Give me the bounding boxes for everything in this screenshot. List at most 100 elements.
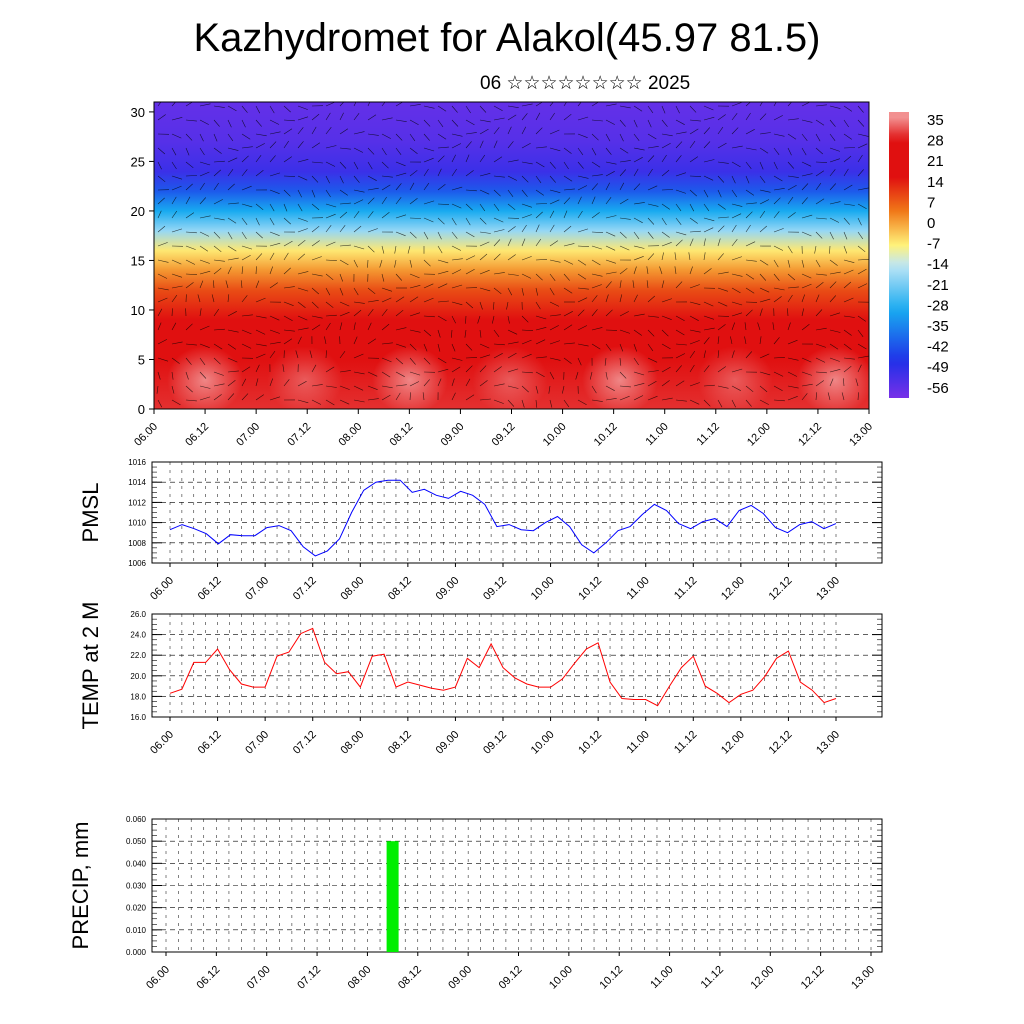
wind-barb — [815, 147, 823, 155]
wind-barb — [465, 255, 476, 261]
x-tick-label: 09.12 — [481, 729, 509, 757]
wind-barb — [605, 245, 616, 251]
wind-barb — [563, 243, 575, 247]
wind-barb — [493, 175, 505, 178]
wind-barb — [577, 175, 589, 179]
wind-barb — [185, 385, 193, 393]
wind-barb — [493, 383, 505, 387]
colorbar-label: 0 — [927, 215, 935, 232]
wind-barb — [744, 336, 747, 345]
wind-barb — [381, 161, 389, 169]
wind-barb — [311, 273, 323, 277]
wind-barb — [801, 273, 812, 279]
wind-barb — [367, 371, 378, 377]
wind-barb — [507, 329, 518, 335]
y-tick-label: 22.0 — [130, 651, 146, 660]
wind-barb — [507, 114, 517, 121]
wind-barb — [297, 327, 309, 331]
wind-barb — [423, 119, 431, 127]
wind-barb — [311, 399, 322, 405]
wind-barb — [297, 127, 304, 135]
wind-barb — [745, 147, 757, 151]
wind-barb — [213, 199, 223, 205]
wind-barb — [647, 155, 655, 163]
wind-barb — [535, 224, 540, 233]
x-tick-label: 09.12 — [490, 421, 518, 449]
y-tick-label: 0 — [138, 402, 145, 417]
wind-barb — [647, 329, 655, 337]
wind-barb — [213, 394, 222, 401]
wind-barb — [815, 182, 822, 191]
wind-barb — [548, 385, 551, 394]
wind-barb — [339, 175, 344, 184]
wind-barb — [395, 309, 404, 317]
wind-barb — [857, 329, 864, 337]
wind-barb — [843, 245, 848, 254]
wind-barb — [815, 392, 817, 401]
wind-barb — [759, 189, 771, 193]
wind-barb — [381, 196, 387, 205]
wind-barb — [689, 238, 694, 247]
wind-barb — [549, 189, 561, 193]
wind-barb — [269, 252, 275, 261]
wind-barb — [843, 259, 855, 263]
wind-barb — [211, 294, 215, 303]
wind-barb — [633, 329, 642, 336]
wind-barb — [703, 268, 712, 275]
wind-barb — [395, 147, 402, 155]
wind-barb — [591, 133, 599, 141]
wind-barb — [703, 301, 714, 307]
wind-barb — [829, 329, 841, 333]
wind-barb — [717, 301, 728, 307]
wind-barb — [801, 173, 813, 177]
wind-barb — [269, 189, 280, 194]
wind-barb — [591, 309, 598, 317]
wind-barb — [199, 103, 211, 107]
wind-barb — [535, 327, 547, 331]
wind-barb — [451, 301, 463, 306]
wind-barb — [703, 105, 714, 111]
x-tick-label: 07.12 — [285, 421, 313, 449]
y-tick-label: 0.000 — [126, 948, 147, 957]
wind-barb — [199, 133, 204, 142]
wind-barb — [451, 357, 463, 361]
wind-barb — [563, 399, 570, 408]
wind-barb — [549, 371, 555, 380]
wind-barb — [507, 287, 513, 296]
wind-barb — [171, 133, 182, 139]
x-tick-label: 12.12 — [767, 575, 795, 603]
wind-barb — [199, 357, 206, 366]
wind-barb — [659, 266, 663, 275]
wind-barb — [633, 245, 645, 249]
wind-barb — [633, 371, 645, 376]
wind-barb — [787, 371, 798, 377]
colorbar-fill — [889, 112, 909, 398]
wind-barb — [395, 384, 407, 387]
pmsl-panel: 1006 1008 1010 1012 1014 1016 06.00 06.12 07.00 0… — [78, 458, 883, 603]
wind-barb — [199, 270, 211, 275]
wind-barb — [605, 343, 612, 351]
wind-barb — [227, 202, 239, 205]
wind-barb — [325, 213, 336, 219]
wind-barb — [479, 380, 488, 387]
wind-barb — [297, 203, 303, 212]
wind-barb — [367, 287, 376, 295]
wind-barb — [535, 339, 546, 345]
wind-barb — [591, 295, 598, 303]
wind-barb — [605, 197, 612, 205]
y-tick-label: 30 — [131, 105, 145, 120]
wind-barb — [577, 147, 584, 156]
wind-barb — [633, 119, 638, 128]
wind-barb — [535, 102, 543, 107]
wind-barb — [801, 357, 812, 363]
y-tick-label: 15 — [131, 253, 145, 268]
wind-barb — [787, 212, 796, 219]
wind-barb — [339, 128, 349, 135]
wind-barb — [731, 113, 738, 121]
wind-barb — [689, 382, 700, 387]
wind-barb — [283, 217, 292, 225]
wind-barb — [213, 105, 225, 108]
wind-barb — [703, 116, 715, 121]
wind-barb — [493, 203, 500, 211]
wind-barb — [857, 187, 869, 191]
